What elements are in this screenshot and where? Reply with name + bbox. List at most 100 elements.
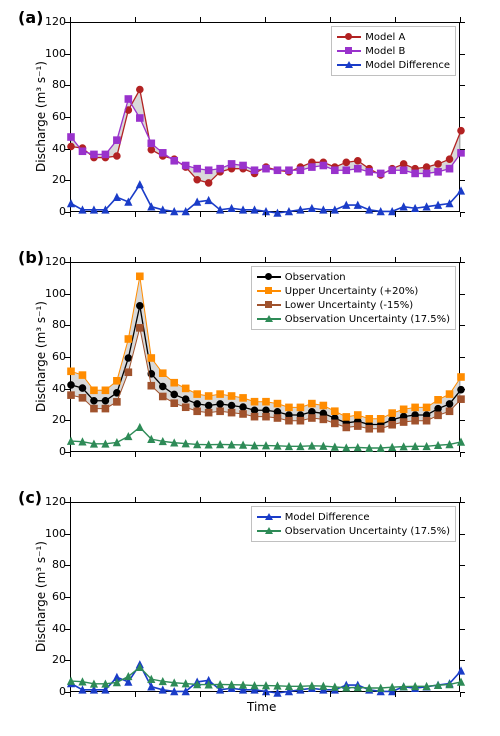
series-marker-lower: [377, 425, 384, 432]
series-marker-upper: [91, 387, 98, 394]
series-marker-modelA: [148, 146, 155, 153]
series-marker-lower: [171, 400, 178, 407]
legend-label: Model Difference: [365, 60, 450, 71]
series-marker-upper: [400, 406, 407, 413]
series-marker-observation: [263, 407, 270, 414]
figure: Model AModel BModel Difference(a)Dischar…: [0, 0, 500, 736]
series-marker-modelB: [446, 165, 453, 172]
ytick-label: 20: [38, 173, 66, 186]
series-marker-modelA: [343, 159, 350, 166]
series-marker-modelA: [354, 157, 361, 164]
series-marker-lower: [286, 417, 293, 424]
ytick-label: 60: [38, 350, 66, 363]
ytick-label: 120: [38, 255, 66, 268]
series-marker-modelB: [366, 169, 373, 176]
ytick-label: 120: [38, 495, 66, 508]
series-marker-lower: [159, 393, 166, 400]
series-marker-upper: [274, 400, 281, 407]
legend-item: Observation Uncertainty (17.5%): [257, 524, 450, 538]
panel-b: ObservationUpper Uncertainty (+20%)Lower…: [70, 262, 460, 452]
series-marker-modelB: [125, 96, 132, 103]
series-marker-modelB: [91, 151, 98, 158]
series-marker-upper: [423, 404, 430, 411]
series-marker-modelB: [400, 167, 407, 174]
series-marker-observation: [446, 401, 453, 408]
series-marker-modelB: [343, 167, 350, 174]
series-marker-modelB: [377, 170, 384, 177]
series-marker-observation: [228, 402, 235, 409]
series-marker-lower: [274, 415, 281, 422]
series-marker-lower: [194, 408, 201, 415]
series-marker-modelB: [159, 150, 166, 157]
series-marker-modelB: [309, 164, 316, 171]
series-marker-upper: [297, 404, 304, 411]
series-marker-modelB: [171, 157, 178, 164]
series-marker-modelDiff: [458, 188, 465, 195]
series-marker-upper: [354, 412, 361, 419]
series-marker-modelA: [446, 156, 453, 163]
series-marker-modelA: [205, 180, 212, 187]
legend-item: Observation Uncertainty (17.5%): [257, 312, 450, 326]
series-marker-lower: [68, 392, 75, 399]
series-marker-observation: [159, 383, 166, 390]
series-marker-observation: [251, 407, 258, 414]
series-marker-modelB: [217, 165, 224, 172]
series-marker-modelB: [240, 162, 247, 169]
series-marker-modelB: [205, 167, 212, 174]
series-marker-upper: [263, 398, 270, 405]
series-marker-modelB: [102, 151, 109, 158]
series-marker-upper: [194, 391, 201, 398]
series-marker-modelB: [389, 167, 396, 174]
series-marker-lower: [400, 419, 407, 426]
ytick-label: 40: [38, 142, 66, 155]
series-marker-observation: [274, 409, 281, 416]
series-marker-lower: [309, 415, 316, 422]
series-marker-observation: [458, 386, 465, 393]
series-marker-modelB: [320, 162, 327, 169]
series-marker-upper: [137, 273, 144, 280]
ytick-label: 60: [38, 590, 66, 603]
series-marker-lower: [412, 417, 419, 424]
series-marker-lower: [228, 409, 235, 416]
series-marker-lower: [240, 411, 247, 418]
series-marker-lower: [446, 408, 453, 415]
ytick-label: 120: [38, 15, 66, 28]
panel-c: Model Difference Observation Uncertainty …: [70, 502, 460, 692]
legend-label: Model B: [365, 46, 405, 57]
series-marker-lower: [389, 421, 396, 428]
series-marker-modelA: [194, 176, 201, 183]
ytick-label: 20: [38, 413, 66, 426]
legend-label: Observation Uncertainty (17.5%): [285, 526, 450, 537]
series-marker-modelB: [412, 170, 419, 177]
ytick-label: 20: [38, 653, 66, 666]
series-marker-lower: [114, 399, 121, 406]
series-marker-lower: [217, 408, 224, 415]
series-marker-upper: [182, 385, 189, 392]
legend-label: Lower Uncertainty (-15%): [285, 300, 413, 311]
legend-item: Lower Uncertainty (-15%): [257, 298, 450, 312]
series-marker-upper: [332, 408, 339, 415]
series-marker-upper: [377, 416, 384, 423]
series-marker-modelB: [251, 167, 258, 174]
series-marker-modelB: [68, 134, 75, 141]
series-marker-upper: [446, 391, 453, 398]
ytick-label: 80: [38, 78, 66, 91]
series-marker-modelA: [114, 153, 121, 160]
series-marker-upper: [435, 397, 442, 404]
series-marker-lower: [423, 417, 430, 424]
ytick-label: 100: [38, 527, 66, 540]
series-marker-modelA: [137, 86, 144, 93]
panel-a: Model AModel BModel Difference: [70, 22, 460, 212]
series-marker-lower: [354, 423, 361, 430]
series-marker-lower: [182, 404, 189, 411]
legend-label: Model Difference: [285, 512, 370, 523]
series-marker-lower: [251, 413, 258, 420]
series-marker-upper: [251, 398, 258, 405]
series-marker-upper: [205, 393, 212, 400]
series-marker-lower: [148, 382, 155, 389]
series-marker-lower: [343, 424, 350, 431]
series-marker-upper: [171, 379, 178, 386]
series-marker-modelB: [263, 165, 270, 172]
legend-item: Upper Uncertainty (+20%): [257, 284, 450, 298]
series-marker-modelB: [182, 162, 189, 169]
